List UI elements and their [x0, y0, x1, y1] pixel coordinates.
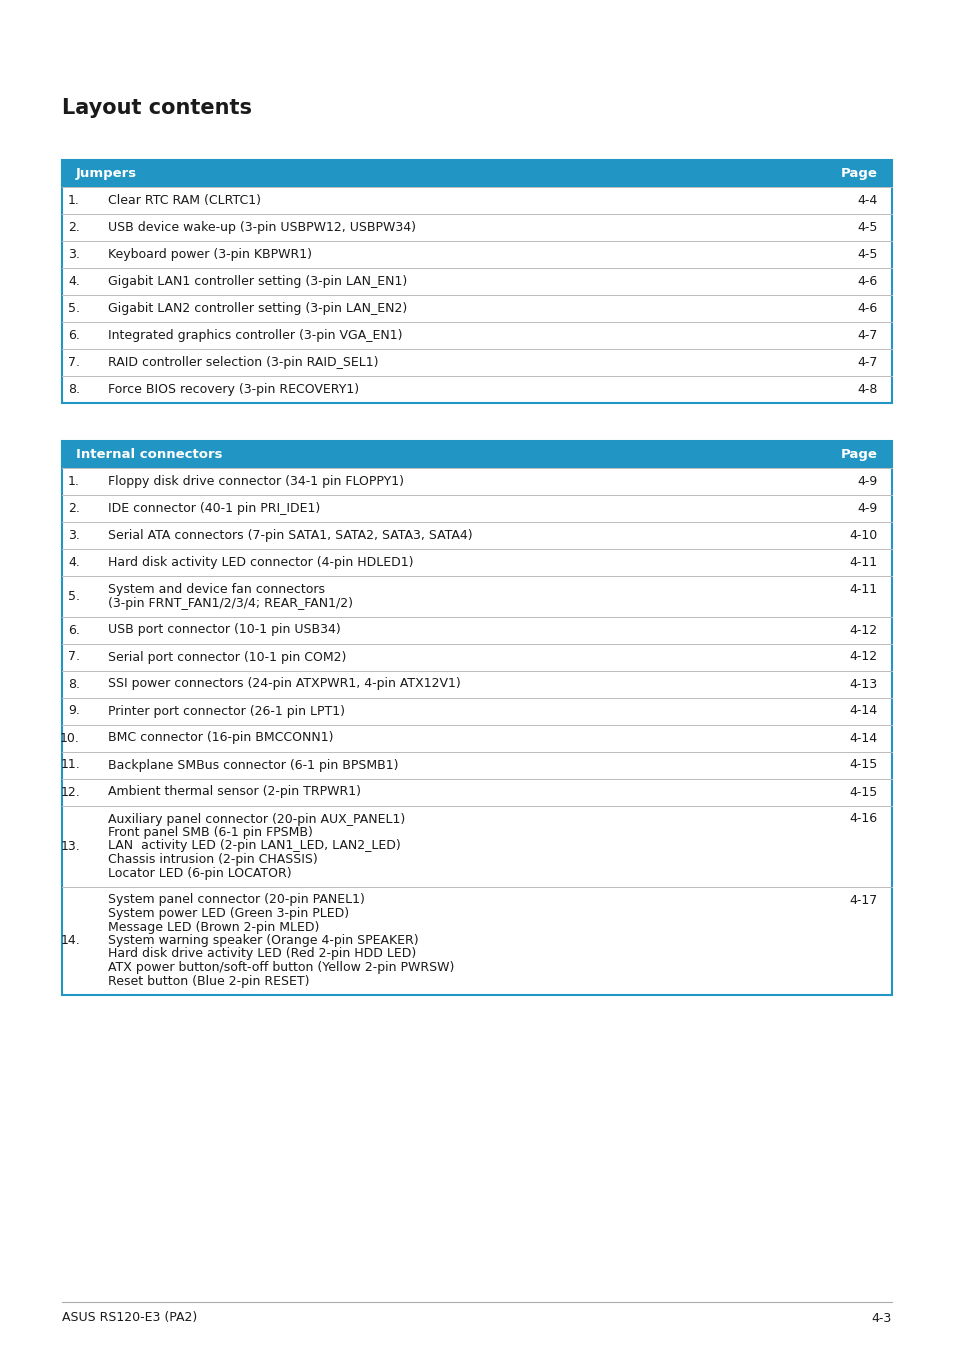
Text: Clear RTC RAM (CLRTC1): Clear RTC RAM (CLRTC1): [108, 195, 261, 207]
Text: Hard disk drive activity LED (Red 2-pin HDD LED): Hard disk drive activity LED (Red 2-pin …: [108, 947, 416, 961]
Text: IDE connector (40-1 pin PRI_IDE1): IDE connector (40-1 pin PRI_IDE1): [108, 503, 320, 515]
Text: 10.: 10.: [60, 731, 80, 744]
Text: 7.: 7.: [68, 357, 80, 369]
Text: 4-4: 4-4: [857, 195, 877, 207]
Text: ASUS RS120-E3 (PA2): ASUS RS120-E3 (PA2): [62, 1312, 197, 1324]
Text: Locator LED (6-pin LOCATOR): Locator LED (6-pin LOCATOR): [108, 866, 292, 880]
Text: 12.: 12.: [60, 785, 80, 798]
Text: 1.: 1.: [68, 195, 80, 207]
Text: Front panel SMB (6-1 pin FPSMB): Front panel SMB (6-1 pin FPSMB): [108, 825, 313, 839]
Bar: [62, 440, 891, 994]
Text: 2.: 2.: [68, 222, 80, 234]
Text: Jumpers: Jumpers: [76, 168, 137, 180]
Text: 13.: 13.: [60, 839, 80, 852]
Text: USB port connector (10-1 pin USB34): USB port connector (10-1 pin USB34): [108, 624, 340, 636]
Text: 4-7: 4-7: [857, 330, 877, 342]
Text: Integrated graphics controller (3-pin VGA_EN1): Integrated graphics controller (3-pin VG…: [108, 330, 402, 342]
Text: 4.: 4.: [68, 276, 80, 288]
Text: 4-10: 4-10: [849, 530, 877, 542]
Text: Gigabit LAN1 controller setting (3-pin LAN_EN1): Gigabit LAN1 controller setting (3-pin L…: [108, 276, 407, 288]
Text: 4-7: 4-7: [857, 357, 877, 369]
Text: 4-9: 4-9: [857, 476, 877, 488]
Text: Backplane SMBus connector (6-1 pin BPSMB1): Backplane SMBus connector (6-1 pin BPSMB…: [108, 758, 398, 771]
Text: System power LED (Green 3-pin PLED): System power LED (Green 3-pin PLED): [108, 907, 349, 920]
Text: 4-13: 4-13: [849, 677, 877, 690]
Text: 4-15: 4-15: [849, 785, 877, 798]
Text: 5.: 5.: [68, 303, 80, 315]
Text: 2.: 2.: [68, 503, 80, 515]
Text: Keyboard power (3-pin KBPWR1): Keyboard power (3-pin KBPWR1): [108, 249, 312, 261]
Text: RAID controller selection (3-pin RAID_SEL1): RAID controller selection (3-pin RAID_SE…: [108, 357, 378, 369]
Text: 3.: 3.: [68, 249, 80, 261]
Text: SSI power connectors (24-pin ATXPWR1, 4-pin ATX12V1): SSI power connectors (24-pin ATXPWR1, 4-…: [108, 677, 460, 690]
Text: Gigabit LAN2 controller setting (3-pin LAN_EN2): Gigabit LAN2 controller setting (3-pin L…: [108, 303, 407, 315]
Text: Auxiliary panel connector (20-pin AUX_PANEL1): Auxiliary panel connector (20-pin AUX_PA…: [108, 812, 405, 825]
Text: 4.: 4.: [68, 557, 80, 569]
Text: System warning speaker (Orange 4-pin SPEAKER): System warning speaker (Orange 4-pin SPE…: [108, 934, 418, 947]
Text: 7.: 7.: [68, 650, 80, 663]
Text: 11.: 11.: [60, 758, 80, 771]
Text: 4-3: 4-3: [871, 1312, 891, 1324]
Text: 9.: 9.: [68, 704, 80, 717]
Text: 4-17: 4-17: [849, 893, 877, 907]
Text: 4-11: 4-11: [849, 557, 877, 569]
Text: 4-5: 4-5: [857, 222, 877, 234]
Text: LAN  activity LED (2-pin LAN1_LED, LAN2_LED): LAN activity LED (2-pin LAN1_LED, LAN2_L…: [108, 839, 400, 852]
Text: 4-14: 4-14: [849, 731, 877, 744]
Text: System and device fan connectors: System and device fan connectors: [108, 584, 325, 596]
Text: USB device wake-up (3-pin USBPW12, USBPW34): USB device wake-up (3-pin USBPW12, USBPW…: [108, 222, 416, 234]
Text: 4-15: 4-15: [849, 758, 877, 771]
Text: Ambient thermal sensor (2-pin TRPWR1): Ambient thermal sensor (2-pin TRPWR1): [108, 785, 360, 798]
Text: Serial ATA connectors (7-pin SATA1, SATA2, SATA3, SATA4): Serial ATA connectors (7-pin SATA1, SATA…: [108, 530, 472, 542]
Text: 4-8: 4-8: [857, 382, 877, 396]
Text: 4-12: 4-12: [849, 650, 877, 663]
Text: BMC connector (16-pin BMCCONN1): BMC connector (16-pin BMCCONN1): [108, 731, 334, 744]
Text: Chassis intrusion (2-pin CHASSIS): Chassis intrusion (2-pin CHASSIS): [108, 852, 317, 866]
Text: 1.: 1.: [68, 476, 80, 488]
Text: 4-6: 4-6: [857, 276, 877, 288]
Bar: [62, 159, 891, 186]
Text: Page: Page: [841, 168, 877, 180]
Text: Page: Page: [841, 449, 877, 461]
Text: Floppy disk drive connector (34-1 pin FLOPPY1): Floppy disk drive connector (34-1 pin FL…: [108, 476, 403, 488]
Text: Printer port connector (26-1 pin LPT1): Printer port connector (26-1 pin LPT1): [108, 704, 345, 717]
Text: 5.: 5.: [68, 590, 80, 603]
Text: 4-11: 4-11: [849, 584, 877, 596]
Text: 14.: 14.: [60, 934, 80, 947]
Text: 4-14: 4-14: [849, 704, 877, 717]
Text: (3-pin FRNT_FAN1/2/3/4; REAR_FAN1/2): (3-pin FRNT_FAN1/2/3/4; REAR_FAN1/2): [108, 597, 353, 609]
Text: 6.: 6.: [68, 330, 80, 342]
Text: Reset button (Blue 2-pin RESET): Reset button (Blue 2-pin RESET): [108, 974, 309, 988]
Text: Message LED (Brown 2-pin MLED): Message LED (Brown 2-pin MLED): [108, 920, 319, 934]
Text: Internal connectors: Internal connectors: [76, 449, 222, 461]
Text: Hard disk activity LED connector (4-pin HDLED1): Hard disk activity LED connector (4-pin …: [108, 557, 413, 569]
Text: Serial port connector (10-1 pin COM2): Serial port connector (10-1 pin COM2): [108, 650, 346, 663]
Text: 4-9: 4-9: [857, 503, 877, 515]
Text: 4-5: 4-5: [857, 249, 877, 261]
Text: 3.: 3.: [68, 530, 80, 542]
Bar: [62, 159, 891, 403]
Text: ATX power button/soft-off button (Yellow 2-pin PWRSW): ATX power button/soft-off button (Yellow…: [108, 961, 454, 974]
Text: 6.: 6.: [68, 624, 80, 636]
Text: 4-16: 4-16: [849, 812, 877, 825]
Text: 8.: 8.: [68, 382, 80, 396]
Text: System panel connector (20-pin PANEL1): System panel connector (20-pin PANEL1): [108, 893, 364, 907]
Text: 4-6: 4-6: [857, 303, 877, 315]
Text: Force BIOS recovery (3-pin RECOVERY1): Force BIOS recovery (3-pin RECOVERY1): [108, 382, 358, 396]
Bar: [62, 440, 891, 467]
Text: 4-12: 4-12: [849, 624, 877, 636]
Text: Layout contents: Layout contents: [62, 99, 252, 118]
Text: 8.: 8.: [68, 677, 80, 690]
